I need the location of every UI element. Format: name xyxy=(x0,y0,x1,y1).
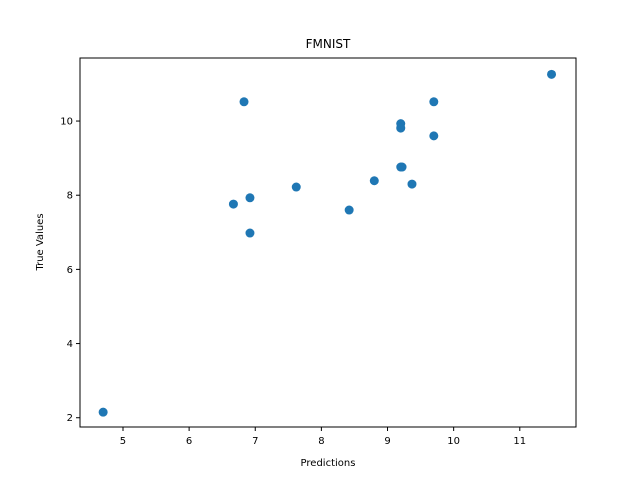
data-point-1 xyxy=(98,407,108,417)
y-tick-label: 6 xyxy=(67,265,73,276)
data-point-3 xyxy=(239,97,249,107)
x-tick-label: 11 xyxy=(513,436,526,447)
data-points xyxy=(98,69,557,417)
x-tick-label: 7 xyxy=(252,436,258,447)
x-tick-label: 5 xyxy=(120,436,126,447)
plot-frame xyxy=(79,57,577,428)
data-point-4 xyxy=(245,193,255,203)
y-axis-ticks: 2 4 6 8 10 xyxy=(60,117,80,424)
y-axis-label: True Values xyxy=(35,213,46,271)
data-point-10 xyxy=(396,123,406,133)
data-point-8 xyxy=(369,176,379,186)
data-point-14 xyxy=(429,97,439,107)
y-tick-label: 8 xyxy=(67,191,73,202)
x-axis-ticks: 5 6 7 8 9 10 11 xyxy=(120,427,526,447)
data-point-7 xyxy=(344,205,354,215)
y-tick-label: 10 xyxy=(60,117,73,128)
chart-title: FMNIST xyxy=(306,37,351,51)
data-point-2 xyxy=(228,199,238,209)
x-tick-label: 8 xyxy=(318,436,324,447)
x-tick-label: 10 xyxy=(447,436,460,447)
y-tick-label: 4 xyxy=(67,339,73,350)
data-point-16 xyxy=(547,69,557,79)
x-tick-label: 6 xyxy=(186,436,192,447)
data-point-5 xyxy=(245,228,255,238)
data-point-6 xyxy=(291,182,301,192)
data-point-15 xyxy=(429,131,439,141)
y-tick-label: 2 xyxy=(67,413,73,424)
data-point-12 xyxy=(397,162,407,172)
x-tick-label: 9 xyxy=(384,436,390,447)
x-axis-label: Predictions xyxy=(301,458,356,469)
data-point-13 xyxy=(407,179,417,189)
